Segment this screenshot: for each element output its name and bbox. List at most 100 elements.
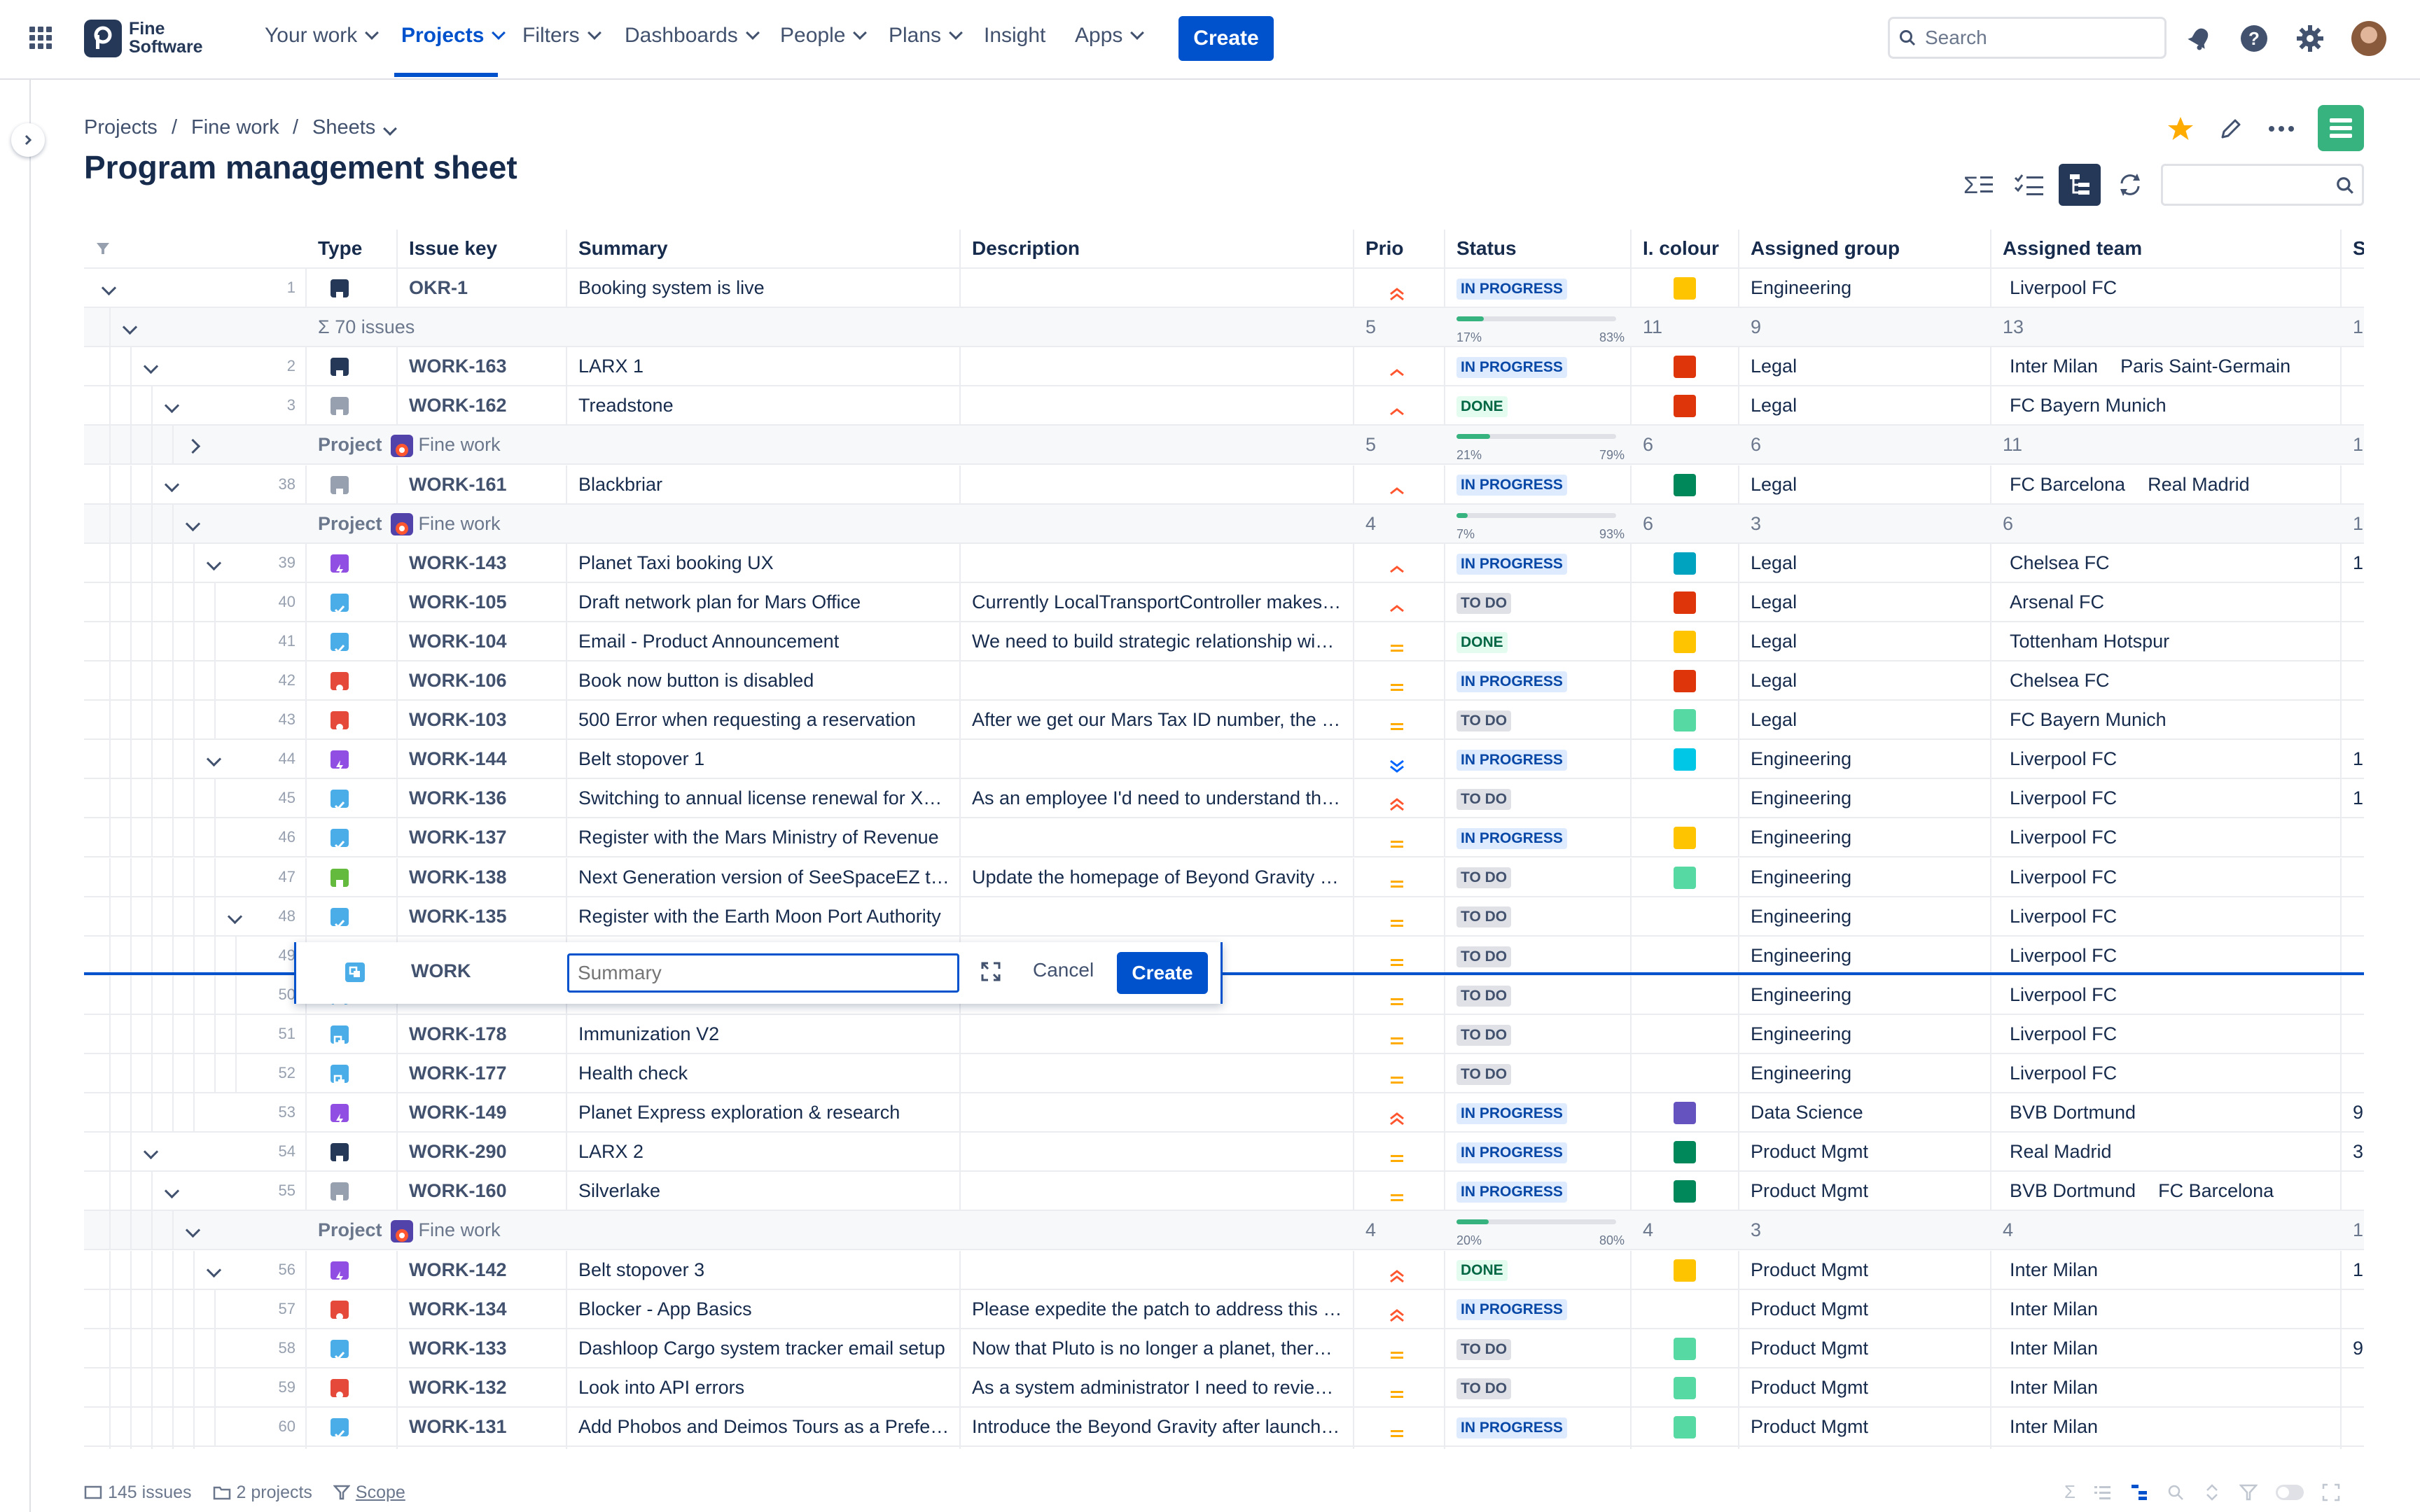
assigned-group-cell[interactable]: Engineering — [1739, 936, 1991, 974]
description-cell[interactable] — [961, 1250, 1354, 1289]
breadcrumb-projects[interactable]: Projects — [84, 116, 158, 139]
description-cell[interactable] — [961, 818, 1354, 857]
issue-colour-cell[interactable] — [1632, 818, 1739, 857]
sum-columns-icon[interactable]: Σ — [1958, 164, 2000, 206]
column-header-s[interactable]: S — [2342, 230, 2364, 267]
issue-colour-cell[interactable] — [1632, 622, 1739, 660]
assigned-team-cell[interactable]: Liverpool FC — [1991, 1054, 2342, 1092]
nav-projects[interactable]: Projects — [401, 24, 506, 48]
nav-apps[interactable]: Apps — [1075, 24, 1145, 48]
assigned-group-cell[interactable]: Legal — [1739, 386, 1991, 425]
description-cell[interactable] — [961, 1054, 1354, 1092]
issue-colour-cell[interactable] — [1632, 897, 1739, 935]
issue-key[interactable]: WORK-131 — [398, 1407, 567, 1446]
issue-colour-cell[interactable] — [1632, 975, 1739, 1014]
collapse-row-toggle[interactable] — [164, 1184, 180, 1199]
sum-columns-icon[interactable]: Σ — [2064, 1481, 2076, 1502]
priority-cell[interactable] — [1354, 936, 1445, 974]
issue-key[interactable]: WORK-133 — [398, 1329, 567, 1367]
assigned-team-cell[interactable]: Inter Milan Paris Saint-Germain — [1991, 347, 2342, 386]
summary-cell[interactable]: Planet Taxi booking UX — [567, 543, 961, 582]
status-cell[interactable]: DONE — [1445, 386, 1632, 425]
assigned-team-cell[interactable]: Liverpool FC — [1991, 858, 2342, 896]
status-cell[interactable]: IN PROGRESS — [1445, 1093, 1632, 1132]
type-cell[interactable] — [307, 386, 398, 425]
fullscreen-icon[interactable] — [2322, 1483, 2340, 1502]
type-cell[interactable] — [307, 543, 398, 582]
issue-colour-cell[interactable] — [1632, 386, 1739, 425]
issue-key[interactable]: OKR-1 — [398, 269, 567, 307]
table-row[interactable]: 52 WORK-177 Health check TO DO Engineering Li… — [84, 1054, 2364, 1093]
priority-cell[interactable] — [1354, 740, 1445, 778]
type-cell[interactable] — [307, 1368, 398, 1406]
status-cell[interactable]: TO DO — [1445, 1054, 1632, 1092]
collapse-row-toggle[interactable] — [101, 280, 117, 296]
table-row[interactable]: 51 WORK-178 Immunization V2 TO DO Engineerin… — [84, 1014, 2364, 1054]
project-name[interactable]: Fine work — [418, 512, 501, 534]
column-header-prio[interactable]: Prio — [1354, 230, 1445, 267]
settings-gear-icon[interactable] — [2293, 21, 2328, 56]
assigned-team-cell[interactable]: Inter Milan — [1991, 1250, 2342, 1289]
inline-cancel-button[interactable]: Cancel — [1033, 959, 1094, 981]
status-cell[interactable]: IN PROGRESS — [1445, 1289, 1632, 1328]
status-cell[interactable]: TO DO — [1445, 897, 1632, 935]
type-cell[interactable] — [307, 1054, 398, 1092]
assigned-team-cell[interactable]: BVB Dortmund — [1991, 1093, 2342, 1132]
type-cell[interactable] — [307, 779, 398, 818]
hierarchy-view-icon[interactable] — [2059, 164, 2101, 206]
table-row[interactable]: 58 WORK-133 Dashloop Cargo system tracker … — [84, 1329, 2364, 1368]
description-cell[interactable]: Please expedite the patch to address thi… — [961, 1289, 1354, 1328]
nav-insight[interactable]: Insight — [984, 24, 1045, 48]
more-actions-icon[interactable] — [2260, 108, 2302, 150]
table-row[interactable]: 55 WORK-160 Silverlake IN PROGRESS Product M… — [84, 1172, 2364, 1212]
status-cell[interactable]: TO DO — [1445, 1014, 1632, 1053]
breadcrumb-sheets[interactable]: Sheets — [312, 116, 398, 139]
table-row[interactable]: 57 WORK-134 Blocker - App Basics Please exp… — [84, 1289, 2364, 1329]
issue-colour-cell[interactable] — [1632, 543, 1739, 582]
filter-icon[interactable] — [2239, 1483, 2258, 1502]
assigned-team-cell[interactable]: FC Bayern Munich — [1991, 701, 2342, 739]
description-cell[interactable] — [961, 386, 1354, 425]
description-cell[interactable]: Currently LocalTransportController makes… — [961, 582, 1354, 621]
table-row[interactable]: 38 WORK-161 Blackbriar IN PROGRESS Legal FC B… — [84, 465, 2364, 505]
issue-colour-cell[interactable] — [1632, 1447, 1739, 1449]
issue-colour-cell[interactable] — [1632, 1054, 1739, 1092]
description-cell[interactable] — [961, 662, 1354, 699]
issue-key[interactable]: WORK-103 — [398, 701, 567, 739]
summary-cell[interactable]: Book now button is disabled — [567, 662, 961, 699]
collapse-row-toggle[interactable] — [206, 555, 222, 570]
assigned-team-cell[interactable]: Arsenal FC Chelsea FC... — [1991, 1447, 2342, 1449]
breadcrumb-project[interactable]: Fine work — [191, 116, 279, 139]
summary-cell[interactable]: Switching to annual license renewal for … — [567, 779, 961, 818]
type-cell[interactable] — [307, 1014, 398, 1053]
summary-cell[interactable]: Booking system is live — [567, 269, 961, 307]
toggle-switch[interactable] — [2276, 1484, 2304, 1500]
scope-link[interactable]: Scope — [333, 1483, 405, 1503]
hierarchy-view-icon[interactable] — [2130, 1483, 2148, 1502]
issue-colour-cell[interactable] — [1632, 1093, 1739, 1132]
description-cell[interactable] — [961, 269, 1354, 307]
assigned-group-cell[interactable]: Engineering — [1739, 858, 1991, 896]
type-cell[interactable] — [307, 1447, 398, 1449]
summary-cell[interactable]: 500 Error when requesting a reservation — [567, 701, 961, 739]
assigned-group-cell[interactable]: Legal — [1739, 465, 1991, 503]
assigned-group-cell[interactable]: Legal — [1739, 662, 1991, 699]
type-cell[interactable] — [307, 465, 398, 503]
issue-key[interactable]: WORK-177 — [398, 1054, 567, 1092]
status-cell[interactable]: TO DO — [1445, 582, 1632, 621]
issue-key[interactable]: WORK-142 — [398, 1250, 567, 1289]
table-row[interactable]: 41 WORK-104 Email - Product Announcement We… — [84, 622, 2364, 662]
issue-colour-cell[interactable] — [1632, 1407, 1739, 1446]
priority-cell[interactable] — [1354, 386, 1445, 425]
priority-cell[interactable] — [1354, 1014, 1445, 1053]
priority-cell[interactable] — [1354, 818, 1445, 857]
assigned-team-cell[interactable]: Liverpool FC — [1991, 975, 2342, 1014]
summary-row[interactable]: Σ 70 issues 5 17% 83% 11 9 13 1 — [84, 308, 2364, 348]
description-cell[interactable]: Introduce the Beyond Gravity after launc… — [961, 1407, 1354, 1446]
assigned-team-cell[interactable]: Chelsea FC — [1991, 543, 2342, 582]
description-cell[interactable]: As an employee I'd need to understand th… — [961, 779, 1354, 818]
description-cell[interactable] — [961, 1133, 1354, 1171]
type-cell[interactable] — [307, 1407, 398, 1446]
issue-key[interactable]: WORK-105 — [398, 582, 567, 621]
issue-key[interactable]: WORK-161 — [398, 465, 567, 503]
